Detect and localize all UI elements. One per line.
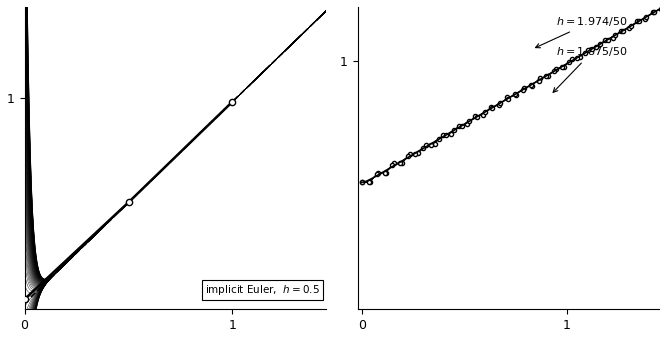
Text: $h = 1.974/50$: $h = 1.974/50$: [535, 15, 628, 48]
Text: $h = 1.875/50$: $h = 1.875/50$: [553, 45, 628, 92]
Text: implicit Euler,  $h = 0.5$: implicit Euler, $h = 0.5$: [205, 283, 320, 297]
